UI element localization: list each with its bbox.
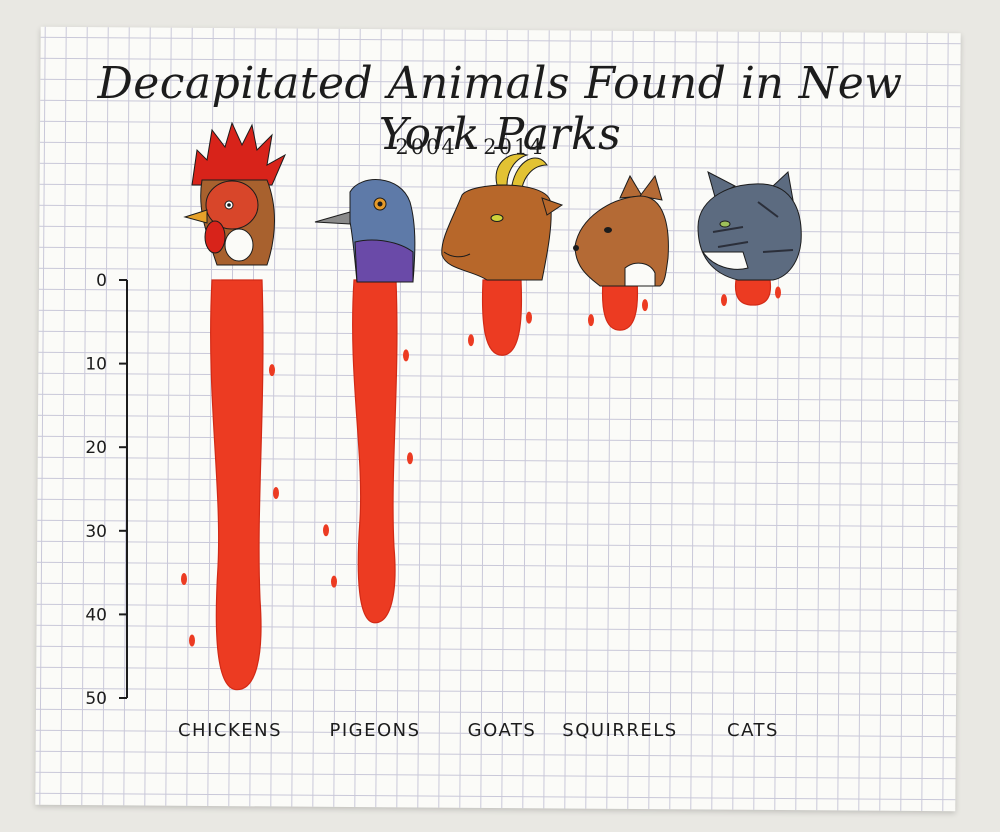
goat-horn	[511, 157, 548, 189]
bar	[601, 279, 639, 331]
blood-drop	[181, 573, 187, 586]
cat-muzzle	[702, 251, 749, 270]
bar	[210, 279, 264, 691]
goat-eye	[490, 214, 504, 222]
blood-drop	[642, 299, 648, 312]
goat-mouth	[443, 251, 471, 258]
y-tick-label: 10	[85, 355, 107, 375]
pigeon-beak	[314, 211, 351, 225]
cat-eye	[719, 220, 731, 228]
blood-drop	[323, 524, 329, 537]
squirrel-head	[574, 195, 669, 287]
squirrel-nose	[573, 245, 579, 251]
goat-head	[441, 184, 552, 281]
blood-drop	[588, 314, 594, 327]
category-label: PIGEONS	[329, 720, 420, 741]
category-label: SQUIRRELS	[562, 720, 677, 741]
bar	[352, 279, 398, 624]
chart-title: Decapitated Animals Found in New York Pa…	[97, 58, 903, 160]
bar	[734, 279, 772, 306]
cat-stripes	[712, 201, 794, 253]
squirrel-chest	[624, 262, 656, 287]
blood-drop	[526, 311, 532, 324]
blood-drop	[775, 286, 781, 299]
blood-drop	[403, 349, 409, 362]
pigeon-pupil	[377, 201, 383, 207]
goat-head-icon	[441, 153, 564, 281]
goat-ear	[541, 197, 564, 216]
y-tick-label: 20	[85, 438, 107, 458]
chicken-pupil	[227, 203, 231, 207]
y-tick-label: 40	[85, 605, 107, 625]
blood-drop	[721, 294, 727, 307]
chicken-beak	[183, 209, 208, 224]
chicken-earlobe	[224, 228, 254, 262]
pigeon-neck	[354, 239, 414, 283]
blood-drop	[407, 452, 413, 465]
blood-drop	[269, 364, 275, 377]
category-label: CHICKENS	[178, 720, 282, 741]
blood-drop	[273, 487, 279, 500]
category-label: GOATS	[468, 720, 537, 741]
blood-drop	[189, 634, 195, 647]
y-tick-label: 0	[96, 271, 107, 291]
bar	[481, 279, 523, 356]
blood-drop	[331, 575, 337, 588]
chicken-head-icon	[183, 121, 287, 266]
category-label: CATS	[727, 720, 779, 741]
cat-head-icon	[697, 171, 802, 281]
squirrel-ear	[619, 174, 643, 199]
chicken-comb	[191, 121, 287, 186]
blood-drop	[468, 334, 474, 347]
squirrel-head-icon	[573, 174, 669, 287]
y-tick-label: 30	[85, 522, 107, 542]
y-tick-label: 50	[85, 689, 107, 709]
chicken-wattle	[204, 220, 226, 254]
pigeon-head-icon	[314, 179, 416, 283]
squirrel-eye	[604, 227, 612, 233]
goat-horn	[495, 153, 529, 186]
